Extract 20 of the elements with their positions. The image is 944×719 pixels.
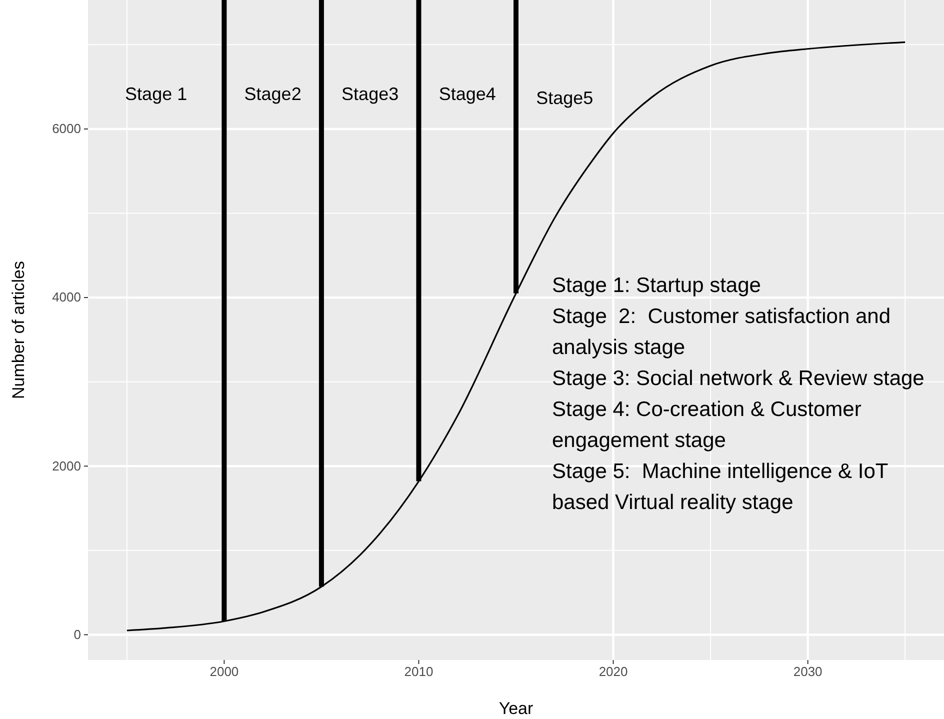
x-tick-label: 2030: [793, 664, 822, 680]
annotation: Stage 3: Social network & Review stage: [552, 367, 924, 390]
annotation: Stage 2: Customer satisfaction and analysis stage: [552, 305, 891, 359]
y-tick-label: 6000: [52, 121, 81, 136]
annotation: Stage2: [244, 84, 302, 104]
annotation: Stage 5: Machine intelligence & IoT based Virtual reality stage: [552, 460, 888, 514]
annotation: Stage5: [536, 88, 594, 108]
x-tick-label: 2000: [210, 664, 239, 680]
y-tick-label: 0: [74, 626, 81, 642]
y-tick-label: 2000: [52, 458, 81, 474]
y-axis-title: Number of articles: [9, 261, 28, 399]
x-tick-label: 2020: [598, 664, 628, 680]
x-axis-title: Year: [498, 699, 534, 718]
y-tick-label: 4000: [52, 290, 81, 305]
x-tick-label: 2010: [404, 664, 434, 680]
annotation: Stage 4: Co-creation & Customer engagement stage: [552, 398, 862, 452]
annotation: Stage4: [438, 84, 496, 104]
annotation: Stage 1: Startup stage: [552, 274, 761, 297]
annotation: Stage3: [342, 84, 399, 104]
annotation: Stage 1: [125, 84, 188, 104]
